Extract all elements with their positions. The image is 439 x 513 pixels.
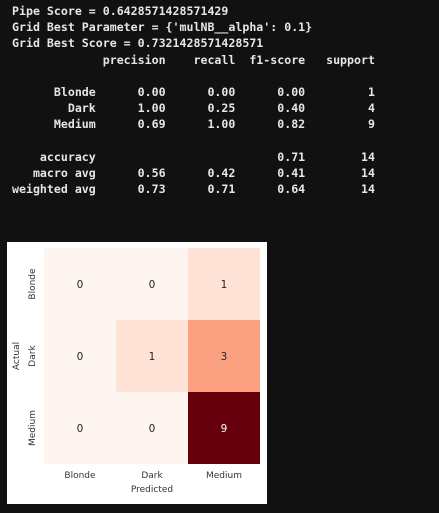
blank-line bbox=[12, 68, 375, 84]
confusion-matrix-figure: 0 0 1 0 1 3 0 0 9 Blonde Dark Medium Blonde Dark Mediu… bbox=[7, 242, 267, 504]
grid-best-score-line: Grid Best Score = 0.7321428571428571 bbox=[12, 36, 264, 51]
heatmap-cell-label: 0 bbox=[149, 423, 156, 435]
confusion-matrix-heatmap: 0 0 1 0 1 3 0 0 9 Blonde Dark Medium Blonde Dark Mediu… bbox=[12, 248, 260, 495]
report-row-accuracy: accuracy 0.71 14 bbox=[12, 149, 375, 164]
heatmap-cell-label: 1 bbox=[221, 279, 228, 291]
report-header: precision recall f1-score support bbox=[12, 52, 375, 67]
grid-best-parameter-line: Grid Best Parameter = {'mulNB__alpha': 0… bbox=[12, 20, 313, 35]
heatmap-cell-label: 0 bbox=[77, 351, 84, 363]
heatmap-cell bbox=[188, 392, 260, 464]
y-tick-label: Dark bbox=[28, 345, 38, 367]
y-tick-label: Blonde bbox=[28, 268, 38, 300]
x-tick-label: Blonde bbox=[64, 471, 96, 481]
report-row-weighted-avg: weighted avg 0.73 0.71 0.64 14 bbox=[12, 182, 375, 197]
y-tick-label: Medium bbox=[28, 410, 38, 446]
heatmap-cell-label: 0 bbox=[77, 423, 84, 435]
report-row-macro-avg: macro avg 0.56 0.42 0.41 14 bbox=[12, 165, 375, 180]
heatmap-cell bbox=[44, 320, 116, 392]
report-row-medium: Medium 0.69 1.00 0.82 9 bbox=[12, 117, 375, 132]
heatmap-cell-label: 9 bbox=[221, 423, 228, 435]
blank-line bbox=[12, 133, 375, 149]
x-tick-label: Medium bbox=[206, 471, 242, 481]
heatmap-cell-label: 1 bbox=[149, 351, 156, 363]
heatmap-cell bbox=[116, 320, 188, 392]
heatmap-cell-label: 3 bbox=[221, 351, 228, 363]
heatmap-cell bbox=[188, 248, 260, 320]
console-output: Pipe Score = 0.6428571428571429 Grid Best… bbox=[12, 3, 375, 197]
heatmap-cell-label: 0 bbox=[149, 279, 156, 291]
heatmap-cell bbox=[116, 392, 188, 464]
heatmap-cell bbox=[188, 320, 260, 392]
heatmap-cell bbox=[44, 392, 116, 464]
report-row-blonde: Blonde 0.00 0.00 0.00 1 bbox=[12, 84, 375, 99]
x-axis-label: Predicted bbox=[131, 485, 173, 495]
y-axis-label: Actual bbox=[12, 342, 22, 370]
heatmap-cell-label: 0 bbox=[77, 279, 84, 291]
heatmap-cell bbox=[44, 248, 116, 320]
report-row-dark: Dark 1.00 0.25 0.40 4 bbox=[12, 101, 375, 116]
heatmap-cell bbox=[116, 248, 188, 320]
x-tick-label: Dark bbox=[141, 471, 163, 481]
pipe-score-line: Pipe Score = 0.6428571428571429 bbox=[12, 4, 229, 18]
